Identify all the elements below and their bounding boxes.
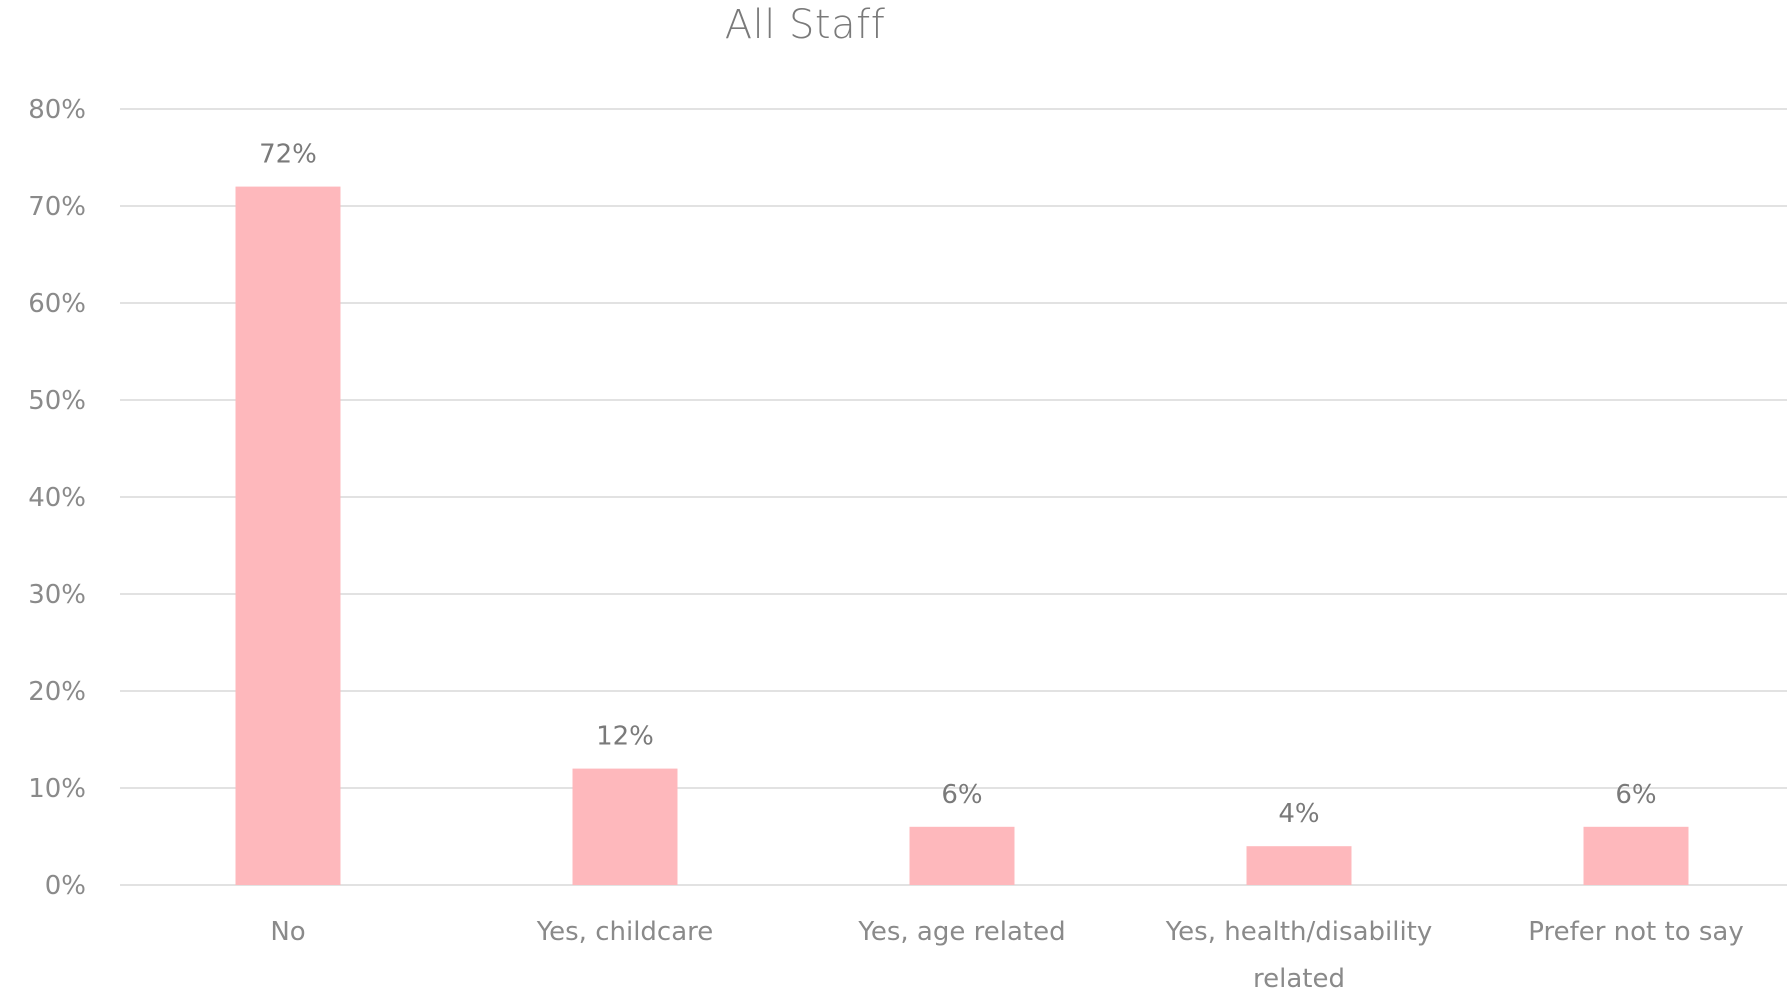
y-tick-label: 30% (28, 580, 86, 610)
chart-title: All Staff (724, 2, 886, 48)
category-label: Yes, childcare (536, 917, 714, 947)
data-label: 6% (1615, 780, 1656, 810)
y-tick-label: 40% (28, 483, 86, 513)
y-tick-label: 0% (45, 871, 86, 901)
bars (235, 186, 1689, 886)
y-tick-label: 70% (28, 192, 86, 222)
category-label: Prefer not to say (1528, 917, 1744, 947)
data-label: 72% (259, 140, 317, 170)
bar (1583, 826, 1689, 885)
bar (235, 186, 341, 886)
y-tick-label: 10% (28, 774, 86, 804)
category-label: No (270, 917, 305, 947)
x-axis-categories: No Yes, childcare Yes, age related Yes, hea… (270, 917, 1743, 991)
y-tick-label: 20% (28, 677, 86, 707)
data-labels: 72% 12% 6% 4% 6% (259, 140, 1657, 830)
y-axis-ticks: 0% 10% 20% 30% 40% 50% 60% 70% 80% (28, 95, 86, 901)
category-label: related (1253, 964, 1345, 991)
y-tick-label: 50% (28, 386, 86, 416)
gridlines (120, 108, 1787, 886)
y-tick-label: 80% (28, 95, 86, 125)
data-label: 12% (596, 722, 654, 752)
data-label: 4% (1278, 799, 1319, 829)
bar (572, 768, 678, 885)
bar (1246, 846, 1352, 885)
y-tick-label: 60% (28, 289, 86, 319)
data-label: 6% (941, 780, 982, 810)
category-label: Yes, age related (857, 917, 1065, 947)
category-label: Yes, health/disability (1165, 917, 1433, 947)
bar (909, 826, 1015, 885)
